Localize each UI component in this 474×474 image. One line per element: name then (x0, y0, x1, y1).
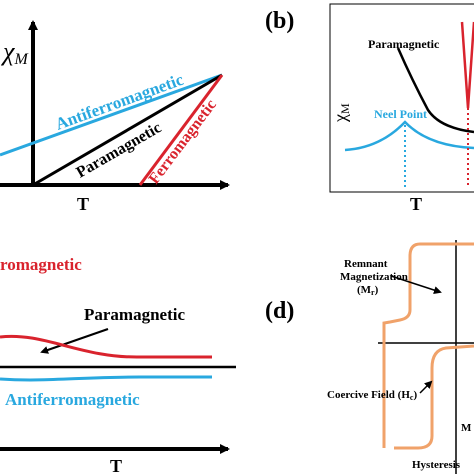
remnant-label-1: Remnant (344, 258, 388, 270)
panel-b-frame (329, 3, 474, 193)
panel-d-letter: (d) (265, 298, 294, 324)
ferro-curve-c (0, 334, 212, 359)
antiferro-line (0, 73, 223, 157)
remnant-label-2: Magnetization (340, 271, 408, 283)
panel-d: (d) Remnant Magnetization (Mr) Coercive … (265, 240, 474, 474)
coercive-label: Coercive Field (Hc) (327, 389, 417, 402)
remnant-arrow (390, 275, 442, 294)
hysteresis-label: Hysteresis (412, 459, 461, 471)
neel-label: Neel Point (374, 107, 427, 121)
para-curve-b (396, 47, 474, 134)
para-arrow (40, 327, 109, 354)
antiferro-curve-c (0, 375, 212, 382)
panel-b-x-label: T (410, 194, 422, 214)
panel-a-y-label: χM (0, 37, 29, 68)
ferro-label: Ferromagnetic (146, 97, 220, 188)
panel-c-x-label: T (110, 456, 122, 474)
hysteresis-loop (382, 242, 474, 450)
panel-c: romagnetic Paramagnetic Antiferromagneti… (0, 255, 236, 474)
panel-a-x-label: T (77, 194, 89, 214)
para-line (32, 73, 223, 187)
panel-d-axis-label: M (461, 422, 472, 434)
panel-b: (b) χM T Paramagnetic Neel Point (265, 3, 474, 214)
panel-b-y-label: χM (330, 103, 352, 123)
panel-a: χM T Antiferromagnetic Paramagnetic Ferr… (0, 20, 230, 214)
panel-b-letter: (b) (265, 8, 294, 34)
ferro-line (138, 74, 224, 186)
remnant-label-3: (Mr) (357, 284, 379, 297)
antiferro-curve-b (344, 120, 474, 152)
coercive-arrow (419, 380, 433, 394)
ferro-curve-b (460, 21, 474, 109)
antiferro-label-c: Antiferromagnetic (5, 390, 140, 409)
ferro-label-c: romagnetic (0, 255, 82, 274)
para-label-c: Paramagnetic (84, 305, 185, 324)
para-label-b: Paramagnetic (368, 37, 440, 51)
antiferro-label: Antiferromagnetic (53, 70, 186, 134)
